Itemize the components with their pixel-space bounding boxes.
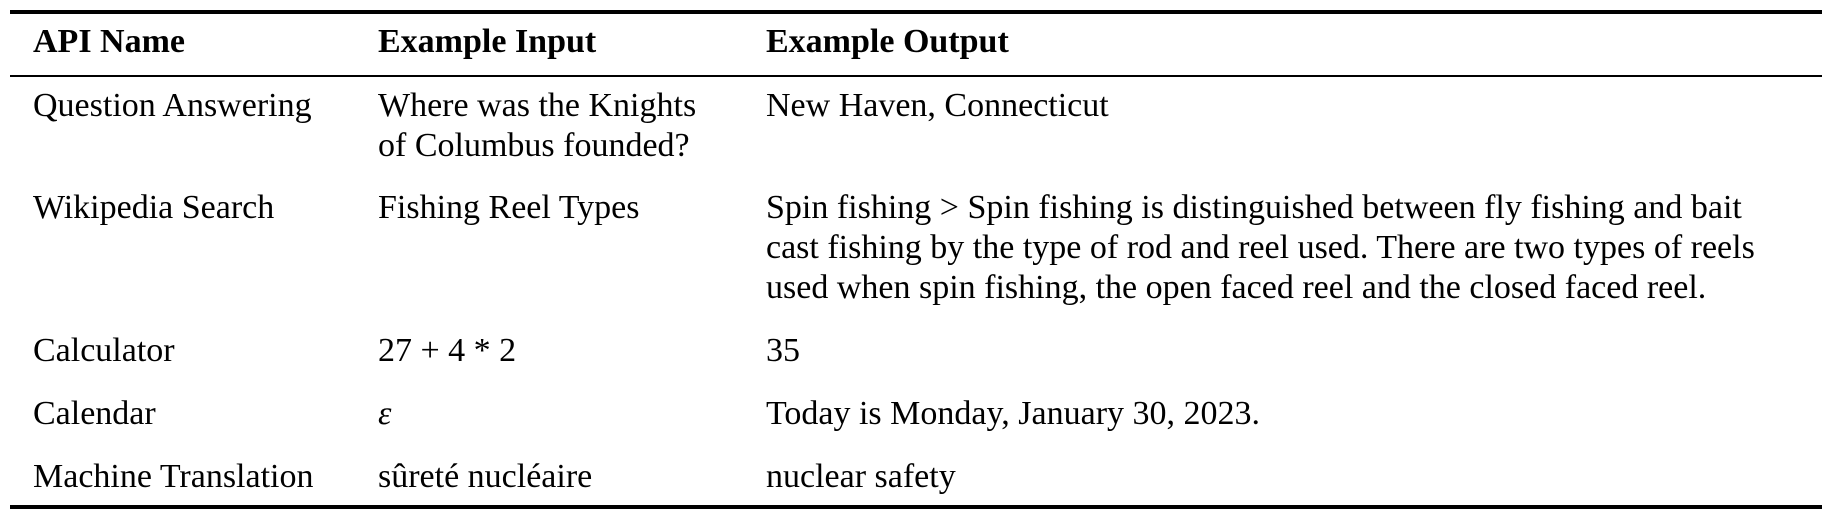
- row-2-output-line-1: Spin fishing > Spin fishing is distingui…: [766, 189, 1742, 226]
- row-4-input: ε: [378, 395, 392, 432]
- row-2-output-line-2: cast fishing by the type of rod and reel…: [766, 229, 1755, 266]
- row-1-input: Where was the Knights of Columbus founde…: [378, 86, 696, 166]
- bottom-rule: [10, 505, 1822, 509]
- row-5-input: sûreté nucléaire: [378, 458, 593, 495]
- row-3-input: 27 + 4 * 2: [378, 332, 517, 369]
- row-1-input-line-1: Where was the Knights: [378, 87, 697, 124]
- row-2-output: Spin fishing > Spin fishing is distingui…: [766, 188, 1755, 308]
- row-1-output: New Haven, Connecticut: [766, 87, 1109, 124]
- row-5-api: Machine Translation: [33, 458, 314, 495]
- row-3-output: 35: [766, 332, 800, 369]
- row-1-input-line-2: of Columbus founded?: [378, 127, 690, 164]
- row-4-output: Today is Monday, January 30, 2023.: [766, 395, 1261, 432]
- row-2-output-line-3: used when spin fishing, the open faced r…: [766, 269, 1707, 306]
- header-rule: [10, 75, 1822, 77]
- header-example-output: Example Output: [766, 23, 1009, 60]
- row-5-output: nuclear safety: [766, 458, 956, 495]
- row-3-api: Calculator: [33, 332, 175, 369]
- row-4-api: Calendar: [33, 395, 156, 432]
- header-api-name: API Name: [33, 23, 186, 60]
- row-2-api: Wikipedia Search: [33, 189, 275, 226]
- header-example-input: Example Input: [378, 23, 597, 60]
- row-2-input: Fishing Reel Types: [378, 189, 640, 226]
- top-rule: [10, 10, 1822, 14]
- row-1-api: Question Answering: [33, 87, 312, 124]
